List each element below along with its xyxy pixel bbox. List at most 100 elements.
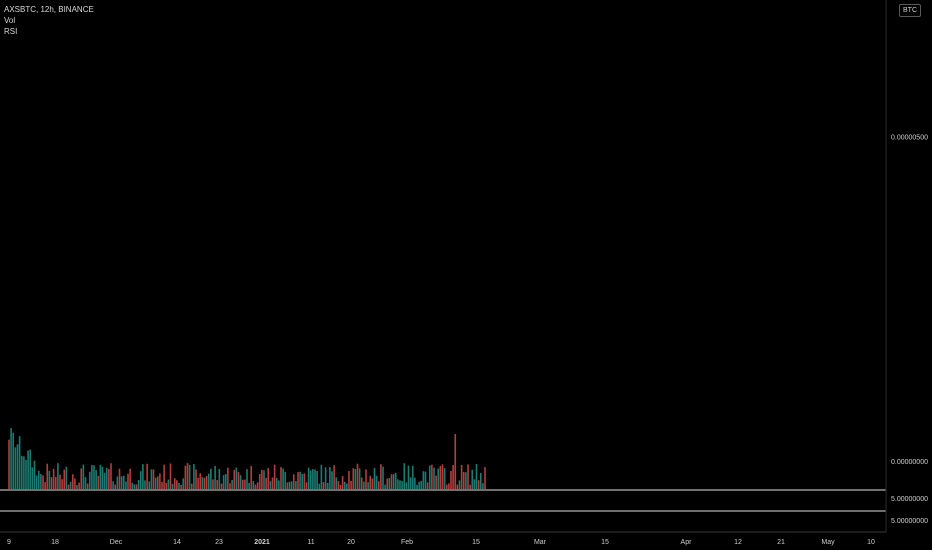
volume-bar bbox=[241, 479, 244, 489]
volume-tick-label: 5.00000000 bbox=[891, 496, 928, 503]
volume-bar bbox=[186, 463, 189, 489]
volume-bar bbox=[35, 475, 38, 489]
volume-bar bbox=[326, 482, 329, 489]
volume-bar bbox=[422, 471, 425, 489]
volume-bar bbox=[210, 468, 212, 489]
rsi-indicator-label[interactable]: RSI bbox=[4, 27, 18, 36]
volume-bar bbox=[339, 484, 342, 489]
volume-bar bbox=[156, 476, 159, 489]
volume-bar bbox=[397, 479, 399, 489]
volume-bar bbox=[176, 480, 178, 489]
volume-bar bbox=[297, 472, 299, 489]
volume-bar bbox=[450, 471, 452, 489]
volume-bar bbox=[76, 484, 78, 489]
volume-bar bbox=[471, 469, 474, 489]
rsi-tick-label: 5.00000000 bbox=[891, 518, 928, 525]
volume-bar bbox=[390, 474, 393, 489]
volume-bar bbox=[48, 470, 51, 489]
y-tick-label: 0.00000000 bbox=[891, 459, 928, 466]
x-tick-label: 2021 bbox=[254, 539, 270, 546]
volume-bar bbox=[409, 477, 412, 489]
volume-bar bbox=[31, 467, 34, 489]
time-axis[interactable]: 9 18 Dec 14 23 2021 11 20 Feb 15 Mar 15 Apr 12 21 May 10 bbox=[7, 539, 875, 546]
volume-bar bbox=[482, 483, 484, 489]
volume-bar bbox=[44, 482, 46, 489]
volume-bar bbox=[401, 481, 403, 489]
volume-bar bbox=[371, 478, 374, 489]
volume-bar bbox=[163, 464, 165, 489]
volume-bar bbox=[384, 484, 386, 489]
x-tick-label: 21 bbox=[777, 539, 785, 546]
volume-bar bbox=[80, 468, 83, 489]
volume-bar bbox=[350, 480, 352, 489]
x-tick-label: 12 bbox=[734, 539, 742, 546]
price-axis[interactable]: 0.000070000.000065000.000060000.00005500… bbox=[891, 0, 928, 525]
volume-bar bbox=[261, 469, 263, 489]
volume-bar bbox=[27, 450, 29, 489]
symbol-title[interactable]: AXSBTC, 12h, BINANCE bbox=[4, 5, 94, 14]
volume-bar bbox=[161, 481, 163, 489]
volume-bar bbox=[433, 467, 435, 489]
volume-bar bbox=[37, 470, 40, 489]
volume-bar bbox=[428, 465, 431, 489]
volume-bar bbox=[203, 477, 206, 489]
volume-bar bbox=[195, 469, 197, 489]
volume-bar bbox=[341, 476, 344, 489]
volume-bar bbox=[220, 483, 223, 489]
volume-bar bbox=[229, 483, 231, 489]
volume-bar bbox=[91, 465, 93, 489]
volume-bar bbox=[399, 480, 401, 489]
volume-bar bbox=[316, 470, 318, 489]
volume-bar bbox=[363, 481, 365, 489]
volume-bar bbox=[10, 428, 12, 489]
volume-bar bbox=[16, 444, 19, 489]
volume-bar bbox=[295, 481, 297, 489]
volume-bar bbox=[452, 465, 454, 489]
volume-bar bbox=[473, 479, 476, 489]
volume-bar bbox=[244, 479, 246, 489]
volume-indicator-label[interactable]: Vol bbox=[4, 16, 16, 25]
volume-bar bbox=[254, 484, 257, 489]
volume-bar bbox=[125, 481, 127, 489]
volume-bar bbox=[460, 465, 463, 489]
volume-bar bbox=[258, 474, 261, 489]
volume-bar bbox=[120, 476, 123, 489]
volume-bar bbox=[224, 474, 227, 489]
volume-bar bbox=[14, 447, 17, 489]
volume-bar bbox=[305, 482, 308, 489]
volume-bar bbox=[458, 480, 461, 489]
x-tick-label: May bbox=[821, 539, 835, 546]
volume-bar bbox=[23, 456, 25, 489]
volume-bar bbox=[424, 471, 427, 489]
x-tick-label: Apr bbox=[681, 539, 693, 546]
volume-bar bbox=[235, 467, 238, 489]
currency-badge[interactable]: BTC bbox=[899, 4, 921, 17]
volume-bar bbox=[74, 478, 76, 489]
volume-bar bbox=[475, 463, 478, 489]
volume-bar bbox=[484, 467, 486, 489]
volume-bar bbox=[218, 468, 221, 489]
volume-bar bbox=[29, 449, 32, 489]
volume-bar bbox=[256, 482, 259, 489]
volume-bar bbox=[101, 466, 104, 489]
x-tick-label: Feb bbox=[401, 539, 413, 546]
volume-bar bbox=[331, 471, 333, 489]
volume-bar bbox=[290, 481, 293, 489]
volume-bar bbox=[312, 469, 314, 489]
x-tick-label: 11 bbox=[307, 539, 314, 546]
volume-bar bbox=[67, 484, 70, 489]
volume-bar bbox=[356, 463, 359, 489]
volume-bar bbox=[95, 470, 97, 489]
volume-bar bbox=[201, 477, 204, 489]
volume-bar bbox=[150, 469, 153, 489]
volume-bar bbox=[212, 479, 214, 489]
volume-bar bbox=[199, 473, 202, 489]
volume-bar bbox=[129, 468, 131, 489]
volume-bar bbox=[154, 477, 157, 489]
volume-bar bbox=[171, 483, 174, 489]
volume-bar bbox=[467, 464, 469, 489]
volume-bar bbox=[169, 463, 172, 489]
volume-bar bbox=[278, 480, 280, 489]
volume-bar bbox=[78, 482, 80, 489]
